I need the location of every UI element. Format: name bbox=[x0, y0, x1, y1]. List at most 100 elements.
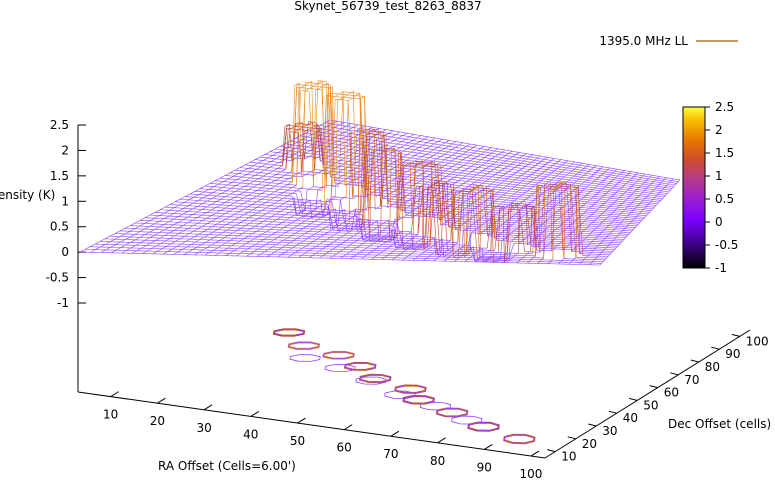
mesh-line bbox=[415, 170, 419, 171]
mesh-line bbox=[335, 177, 339, 178]
mesh-line bbox=[496, 187, 500, 188]
contour-ring bbox=[290, 355, 320, 362]
mesh-line bbox=[632, 178, 636, 179]
mesh-line bbox=[418, 191, 422, 192]
mesh-line bbox=[545, 172, 549, 173]
mesh-line bbox=[524, 197, 528, 198]
mesh-line bbox=[441, 151, 445, 152]
mesh-line bbox=[535, 165, 539, 166]
mesh-line bbox=[461, 173, 465, 174]
mesh-line bbox=[492, 177, 496, 178]
mesh-line bbox=[618, 199, 622, 200]
mesh-line bbox=[456, 150, 460, 151]
dec-tick-label: 10 bbox=[561, 450, 576, 464]
mesh-line bbox=[503, 163, 507, 164]
mesh-line bbox=[347, 182, 351, 183]
mesh-line bbox=[416, 144, 420, 145]
mesh-line bbox=[419, 150, 423, 151]
mesh-line bbox=[505, 181, 509, 182]
mesh-line bbox=[605, 187, 609, 188]
mesh-line bbox=[576, 196, 580, 197]
mesh-line bbox=[646, 202, 650, 203]
mesh-line bbox=[594, 209, 598, 210]
mesh-line bbox=[606, 189, 610, 190]
mesh-line bbox=[430, 152, 434, 153]
mesh-line bbox=[516, 170, 520, 171]
mesh-line bbox=[667, 190, 671, 191]
mesh-line bbox=[489, 179, 493, 180]
mesh-line bbox=[590, 196, 594, 197]
mesh-line bbox=[434, 144, 438, 145]
mesh-line bbox=[564, 177, 568, 178]
mesh-line bbox=[309, 134, 313, 135]
mesh-line bbox=[445, 151, 449, 152]
mesh-line bbox=[482, 163, 486, 164]
mesh-line bbox=[399, 156, 403, 157]
mesh-line bbox=[572, 178, 576, 179]
mesh-line bbox=[488, 153, 492, 154]
mesh-line bbox=[639, 196, 643, 197]
mesh-line bbox=[494, 172, 498, 173]
mesh-line bbox=[643, 180, 647, 181]
mesh-line bbox=[384, 160, 388, 161]
mesh-line bbox=[514, 177, 518, 178]
mesh-line bbox=[565, 179, 569, 180]
mesh-line bbox=[404, 182, 408, 183]
mesh-line bbox=[591, 176, 595, 177]
mesh-line bbox=[575, 179, 579, 180]
mesh-line bbox=[522, 195, 526, 196]
mesh-line bbox=[310, 175, 314, 176]
mesh-line bbox=[501, 180, 505, 181]
mesh-line bbox=[578, 170, 582, 171]
mesh-line bbox=[514, 165, 518, 166]
mesh-line bbox=[517, 185, 521, 186]
mesh-line bbox=[526, 169, 530, 170]
mesh-line bbox=[511, 164, 515, 165]
mesh-line bbox=[639, 188, 643, 189]
mesh-line bbox=[513, 172, 517, 173]
mesh-line bbox=[328, 165, 332, 166]
mesh-line bbox=[628, 182, 632, 183]
mesh-line bbox=[600, 191, 604, 192]
mesh-line bbox=[477, 178, 481, 179]
mesh-line bbox=[411, 155, 415, 156]
mesh-line bbox=[656, 192, 660, 193]
mesh-line bbox=[456, 156, 460, 157]
mesh-line bbox=[661, 191, 665, 192]
mesh-line bbox=[622, 196, 626, 197]
mesh-line bbox=[449, 169, 453, 170]
mesh-line bbox=[300, 124, 304, 125]
mesh-line bbox=[630, 205, 634, 206]
mesh-line bbox=[567, 182, 571, 183]
mesh-line bbox=[648, 179, 652, 180]
mesh-line bbox=[560, 205, 564, 206]
mesh-line bbox=[484, 155, 488, 156]
mesh-line bbox=[452, 158, 456, 159]
mesh-line bbox=[334, 138, 338, 139]
mesh-line bbox=[593, 179, 597, 180]
mesh-line bbox=[670, 186, 674, 187]
mesh-line bbox=[583, 173, 587, 174]
mesh-line bbox=[548, 172, 552, 173]
mesh-line bbox=[595, 188, 599, 189]
mesh-line bbox=[470, 155, 474, 156]
mesh-line bbox=[408, 146, 412, 147]
dec-tick-mark bbox=[670, 373, 678, 375]
mesh-line bbox=[506, 156, 510, 157]
mesh-line bbox=[481, 154, 485, 155]
mesh-line bbox=[485, 160, 489, 161]
mesh-line bbox=[340, 163, 344, 164]
mesh-line bbox=[559, 174, 563, 175]
mesh-line bbox=[607, 181, 611, 182]
mesh-line bbox=[250, 162, 254, 163]
legend-label: 1395.0 MHz LL bbox=[599, 34, 688, 48]
mesh-line bbox=[535, 163, 539, 164]
mesh-line bbox=[504, 168, 508, 169]
mesh-line bbox=[452, 153, 456, 154]
mesh-line bbox=[427, 179, 431, 180]
mesh-line bbox=[502, 155, 506, 156]
mesh-line bbox=[422, 151, 426, 152]
mesh-line bbox=[554, 168, 558, 169]
mesh-line bbox=[413, 140, 417, 141]
